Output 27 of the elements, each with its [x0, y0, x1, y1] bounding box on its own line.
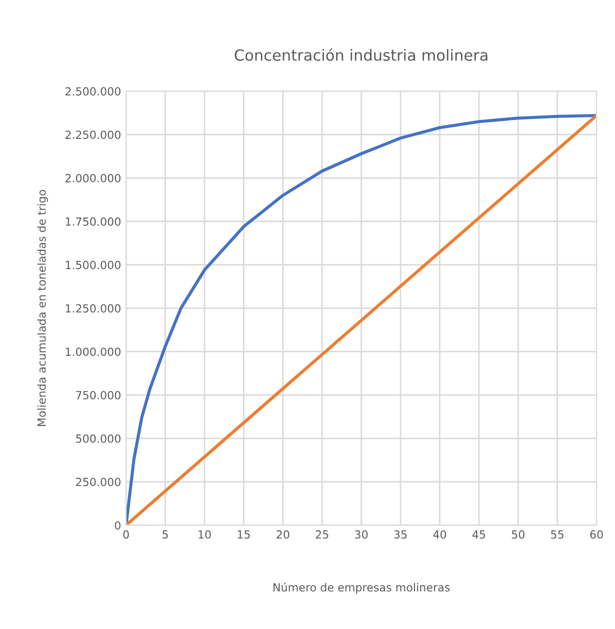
x-tick-label: 15 — [238, 530, 250, 539]
y-tick-label: 2.500.000 — [65, 87, 120, 96]
y-tick-label: 1.500.000 — [66, 260, 120, 270]
x-tick-label: 30 — [355, 530, 368, 539]
y-tick-label: 1.250.000 — [66, 304, 120, 313]
y-tick-label: 750.000 — [76, 390, 120, 400]
y-tick-label: 250.000 — [76, 478, 120, 486]
x-tick-label: 55 — [551, 530, 564, 539]
x-tick-label: 60 — [590, 530, 603, 539]
x-tick-label: 35 — [394, 530, 407, 539]
x-tick-label: 45 — [472, 530, 486, 539]
x-tick-label: 5 — [162, 530, 168, 539]
x-tick-label: 25 — [316, 530, 328, 539]
y-tick-label: 1.000.000 — [66, 348, 120, 356]
x-tick-label: 50 — [512, 530, 524, 539]
y-tick-label: 500.000 — [76, 434, 120, 443]
x-tick-label: 40 — [433, 530, 446, 539]
x-tick-label: 20 — [276, 530, 290, 539]
x-axis-title: Número de empresas molineras — [274, 582, 450, 594]
y-tick-label: 0 — [114, 521, 120, 530]
y-tick-label: 2.000.000 — [65, 174, 120, 182]
y-tick-label: 2.250.000 — [65, 130, 120, 139]
chart-title: Concentración industria molinera — [234, 48, 488, 61]
y-axis-title: Molienda acumulada en toneladas de trigo — [37, 190, 48, 426]
y-tick-label: 1.750.000 — [66, 217, 120, 226]
x-tick-label: 0 — [123, 530, 129, 539]
x-tick-label: 10 — [198, 530, 211, 539]
